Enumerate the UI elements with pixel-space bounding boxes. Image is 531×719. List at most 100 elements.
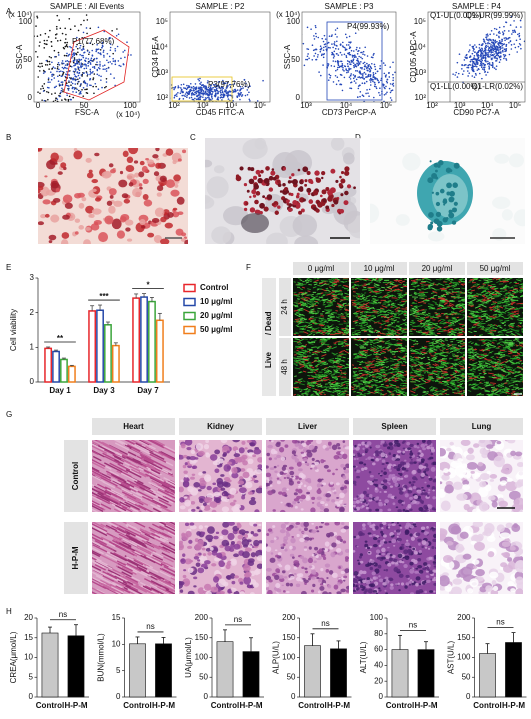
flow-title: SAMPLE : P4 (452, 2, 501, 11)
texture (413, 362, 417, 365)
texture (449, 169, 453, 173)
event-dot (97, 88, 100, 91)
texture (394, 306, 400, 311)
texture (453, 354, 459, 357)
event-dot (256, 100, 259, 102)
event-dot (423, 87, 425, 89)
texture (447, 346, 453, 350)
event-dot (514, 46, 517, 49)
texture (323, 369, 330, 374)
event-dot (189, 82, 192, 85)
texture (400, 304, 405, 306)
texture (88, 169, 93, 174)
texture (331, 352, 336, 355)
texture (358, 352, 361, 354)
texture (336, 331, 342, 334)
event-dot (46, 64, 49, 66)
event-dot (336, 76, 339, 79)
event-dot (66, 52, 68, 55)
texture (334, 290, 340, 293)
texture (291, 178, 298, 185)
texture (404, 339, 407, 341)
event-dot (473, 57, 475, 59)
texture (173, 174, 181, 182)
event-dot (379, 94, 381, 96)
event-dot (205, 97, 207, 99)
event-dot (366, 69, 369, 72)
event-dot (222, 79, 224, 82)
texture (378, 338, 383, 339)
texture (301, 292, 308, 296)
texture (317, 373, 324, 376)
flow-x-tick: 100 (123, 101, 137, 110)
texture (401, 298, 406, 301)
texture (344, 327, 349, 331)
event-dot (362, 50, 365, 53)
texture (424, 361, 431, 365)
event-dot (365, 80, 368, 83)
event-dot (461, 73, 464, 76)
texture (325, 349, 330, 352)
event-dot (39, 62, 41, 65)
texture (353, 387, 358, 390)
event-dot (307, 53, 309, 55)
texture (339, 363, 346, 367)
event-dot (222, 82, 225, 85)
event-dot (86, 83, 89, 85)
event-dot (359, 91, 362, 93)
texture (461, 330, 465, 334)
texture (435, 314, 438, 317)
event-dot (225, 87, 228, 89)
event-dot (345, 48, 348, 51)
texture (344, 311, 348, 314)
event-dot (209, 90, 212, 92)
texture (294, 235, 319, 244)
texture (401, 280, 406, 283)
texture (372, 378, 379, 382)
texture (361, 373, 365, 376)
texture (307, 366, 312, 370)
event-dot (491, 46, 493, 49)
event-dot (379, 65, 382, 67)
texture (327, 381, 331, 384)
event-dot (493, 45, 496, 47)
texture (316, 346, 319, 348)
event-dot (339, 83, 342, 86)
texture (419, 365, 424, 368)
texture (380, 385, 387, 388)
event-dot (83, 67, 86, 70)
texture (50, 214, 60, 223)
texture (462, 351, 465, 354)
texture (390, 351, 393, 354)
texture (354, 284, 359, 286)
texture (295, 323, 300, 327)
event-dot (503, 55, 506, 58)
event-dot (105, 67, 108, 70)
texture (435, 201, 441, 207)
texture (321, 294, 326, 297)
event-dot (355, 48, 358, 51)
event-dot (50, 56, 52, 59)
event-dot (126, 41, 128, 43)
flow-y-tick: 10⁴ (414, 42, 427, 51)
texture (383, 356, 388, 359)
event-dot (104, 68, 106, 71)
event-dot (313, 38, 316, 40)
texture (293, 381, 298, 385)
texture (394, 316, 401, 319)
event-dot (98, 67, 101, 70)
texture (433, 294, 438, 297)
texture (309, 384, 315, 387)
event-dot (492, 65, 494, 67)
event-dot (83, 48, 85, 51)
texture (323, 370, 330, 374)
texture (111, 218, 122, 230)
texture (487, 280, 493, 283)
texture (345, 313, 349, 315)
texture (297, 353, 304, 356)
event-dot (503, 57, 505, 60)
event-dot (66, 63, 69, 65)
event-dot (356, 52, 359, 55)
event-dot (68, 81, 70, 84)
event-dot (62, 62, 65, 65)
